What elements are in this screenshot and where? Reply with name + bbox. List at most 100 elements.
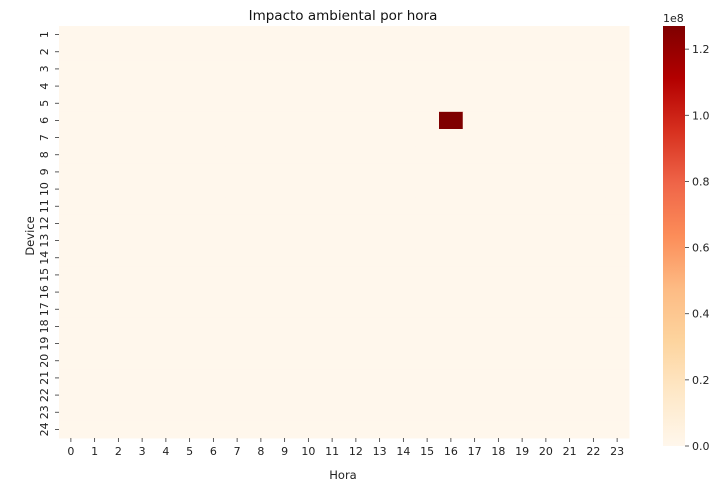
heatmap-cell [415,352,440,370]
heatmap-cell [201,180,226,199]
heatmap-cell [486,146,511,164]
heatmap-cell [344,386,369,405]
heatmap-cell [486,94,511,113]
heatmap-cell [557,249,582,267]
heatmap-cell [534,335,559,353]
heatmap-cell [344,197,369,216]
heatmap-cell [82,43,107,61]
x-tick-label: 7 [234,445,241,458]
heatmap-cell [439,60,464,78]
heatmap-cell [344,43,369,61]
heatmap-cell [510,146,535,164]
heatmap-cell [272,197,297,216]
heatmap-cell [177,420,202,439]
heatmap-cell [249,214,274,233]
heatmap-cell [82,77,107,96]
heatmap-cell [557,335,582,353]
heatmap-cell [272,386,297,405]
heatmap-cell [510,300,535,319]
heatmap-cell [581,180,606,199]
heatmap-cell [367,26,392,44]
heatmap-cell [486,77,511,96]
heatmap-cell [320,335,345,353]
heatmap-cell [439,180,464,199]
heatmap-cell [391,300,416,319]
heatmap-cell [439,94,464,113]
y-tick-label: 10 [38,182,51,196]
heatmap-cell [106,266,131,284]
heatmap-cell [130,197,155,216]
heatmap-cell [344,26,369,44]
heatmap-cell [82,249,107,267]
heatmap-cell [296,403,321,422]
heatmap-cell [320,300,345,319]
heatmap-cell [249,386,274,405]
heatmap-cell [82,197,107,216]
heatmap-cell [415,335,440,353]
heatmap-cell [605,94,630,113]
heatmap-cell [367,335,392,353]
heatmap-cell [462,129,487,147]
heatmap-cell [605,180,630,199]
heatmap-cell [59,317,84,336]
heatmap-cell [59,283,84,302]
heatmap-cell [130,43,155,61]
heatmap-cell [320,111,345,130]
heatmap-cell [557,129,582,147]
colorbar-tick-label: 0.4 [692,308,710,321]
heatmap-cell [581,26,606,44]
heatmap-cell [59,232,84,250]
heatmap-cell [439,420,464,439]
heatmap-cell [177,266,202,284]
heatmap-cell [201,146,226,164]
heatmap-cell [201,283,226,302]
colorbar-tick-label: 0.0 [692,440,710,453]
colorbar-tick-label: 0.8 [692,175,710,188]
heatmap-cell [439,283,464,302]
y-tick-label: 17 [38,302,51,316]
heatmap-cell [605,26,630,44]
heatmap-cell [534,420,559,439]
heatmap-cell [296,197,321,216]
heatmap-cell [486,403,511,422]
x-tick-label: 9 [281,445,288,458]
heatmap-cell [439,77,464,96]
heatmap-cell [296,386,321,405]
heatmap-cell [439,352,464,370]
heatmap-cell [391,403,416,422]
heatmap-cell [557,180,582,199]
heatmap-cell [344,77,369,96]
heatmap-cell [462,146,487,164]
heatmap-cell [510,26,535,44]
heatmap-cell [59,300,84,319]
heatmap-cell [557,77,582,96]
heatmap-cell [177,335,202,353]
heatmap-cell [249,300,274,319]
y-tick-label: 5 [38,100,51,107]
y-tick-label: 4 [38,83,51,90]
heatmap-cell [249,283,274,302]
heatmap-cell [439,335,464,353]
x-tick-label: 0 [67,445,74,458]
heatmap-cell [439,300,464,319]
heatmap-cell [605,129,630,147]
heatmap-cell [320,266,345,284]
heatmap-cell [462,111,487,130]
heatmap-cell [605,43,630,61]
heatmap-cell [391,420,416,439]
y-tick-label: 13 [38,234,51,248]
heatmap-cell [82,146,107,164]
heatmap-cell [439,26,464,44]
heatmap-cell [201,197,226,216]
heatmap-cell [320,60,345,78]
heatmap-cell [415,26,440,44]
y-tick-label: 19 [38,337,51,351]
heatmap-cell [510,283,535,302]
heatmap-cell [557,111,582,130]
heatmap-cell [154,386,179,405]
x-tick-label: 8 [257,445,264,458]
heatmap-cell [415,420,440,439]
heatmap-cell [177,283,202,302]
heatmap-cell [320,317,345,336]
